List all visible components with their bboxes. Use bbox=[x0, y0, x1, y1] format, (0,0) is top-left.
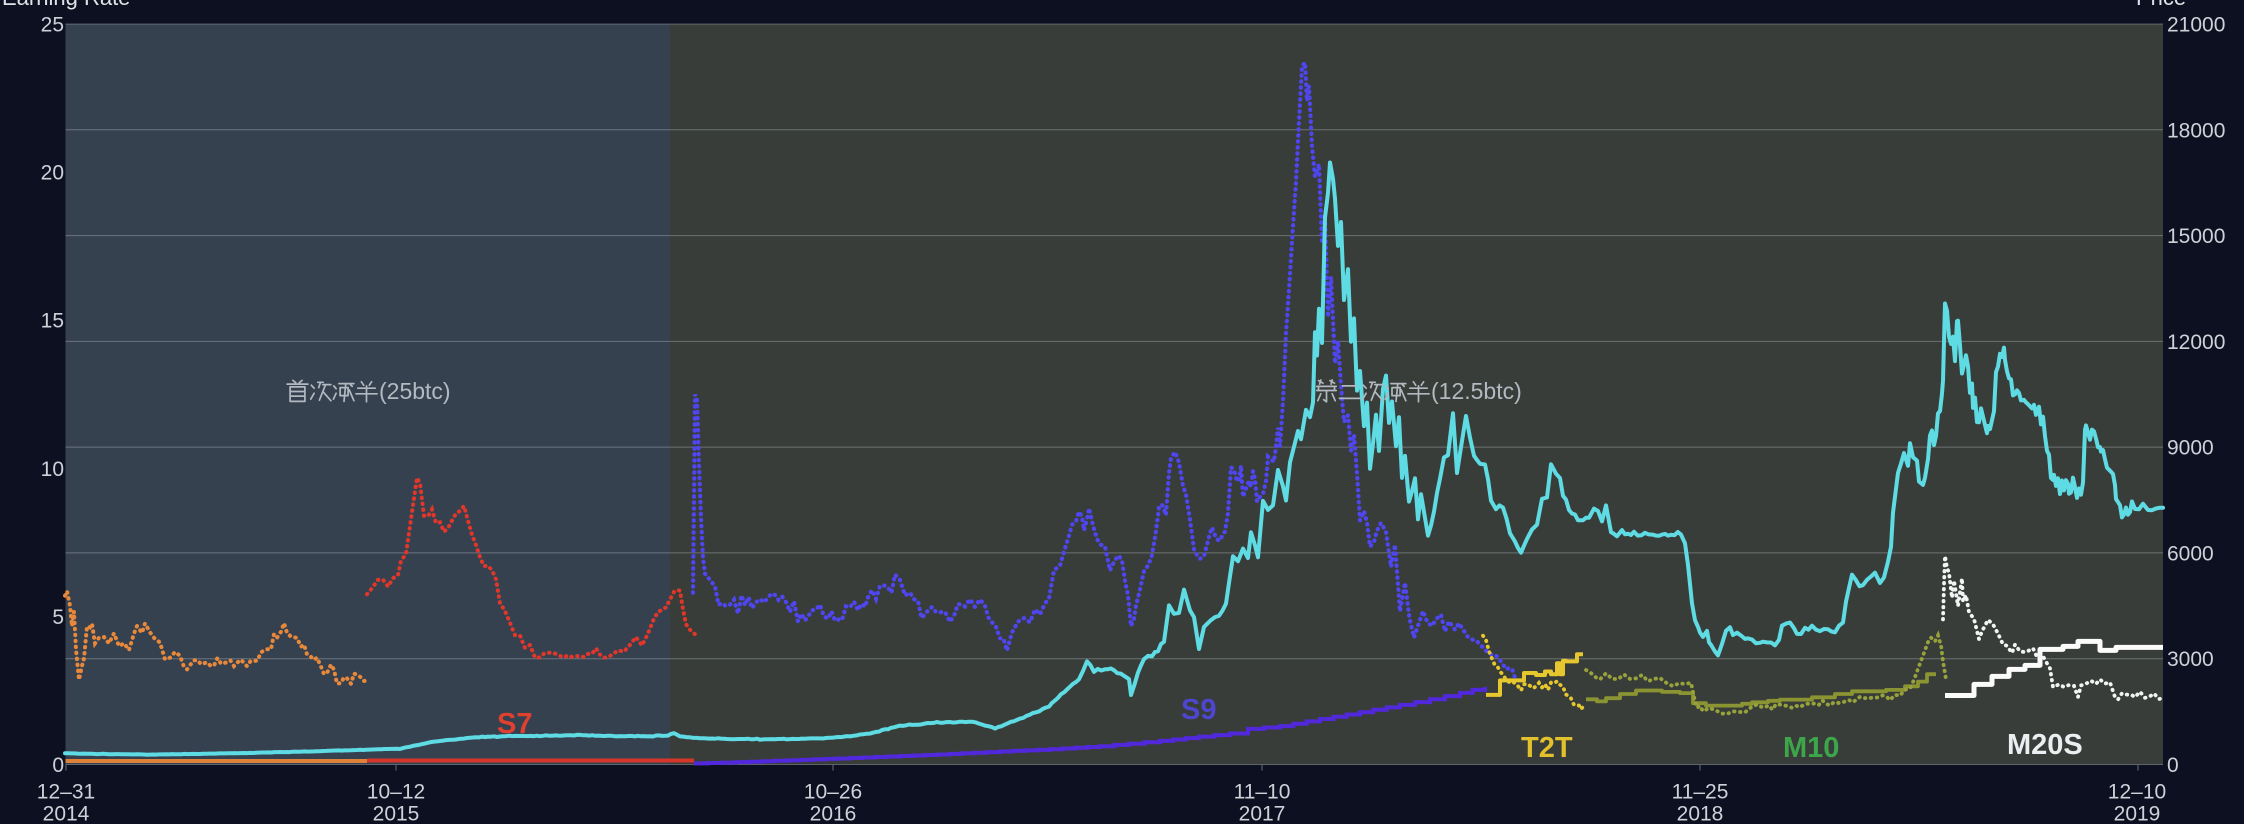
svg-text:Earning Rate: Earning Rate bbox=[2, 0, 130, 10]
svg-text:10–26: 10–26 bbox=[804, 781, 862, 804]
svg-text:(12.5btc): (12.5btc) bbox=[1431, 378, 1522, 404]
svg-text:T2T: T2T bbox=[1521, 732, 1573, 764]
svg-text:5: 5 bbox=[52, 606, 64, 629]
svg-text:12–31: 12–31 bbox=[37, 781, 95, 804]
svg-text:11–10: 11–10 bbox=[1234, 781, 1291, 804]
svg-text:9000: 9000 bbox=[2167, 437, 2214, 460]
svg-text:25: 25 bbox=[41, 14, 64, 37]
svg-text:2018: 2018 bbox=[1677, 803, 1724, 824]
svg-text:0: 0 bbox=[2167, 754, 2179, 777]
svg-text:M20S: M20S bbox=[2007, 729, 2083, 761]
svg-text:S7: S7 bbox=[497, 708, 532, 740]
svg-text:15000: 15000 bbox=[2167, 225, 2225, 248]
svg-text:0: 0 bbox=[52, 754, 64, 777]
svg-text:21000: 21000 bbox=[2167, 14, 2225, 37]
svg-text:2017: 2017 bbox=[1239, 803, 1286, 824]
svg-text:(25btc): (25btc) bbox=[379, 378, 451, 404]
svg-text:12–10: 12–10 bbox=[2108, 781, 2166, 804]
svg-text:2016: 2016 bbox=[810, 803, 857, 824]
svg-text:10–12: 10–12 bbox=[367, 781, 425, 804]
svg-text:2015: 2015 bbox=[373, 803, 420, 824]
svg-text:15: 15 bbox=[41, 310, 64, 333]
svg-text:20: 20 bbox=[41, 162, 64, 185]
svg-text:6000: 6000 bbox=[2167, 542, 2214, 565]
svg-text:11–25: 11–25 bbox=[1672, 781, 1729, 804]
svg-text:18000: 18000 bbox=[2167, 119, 2225, 142]
svg-text:3000: 3000 bbox=[2167, 648, 2214, 671]
svg-text:S9: S9 bbox=[1181, 694, 1216, 726]
svg-text:12000: 12000 bbox=[2167, 331, 2225, 354]
svg-text:10: 10 bbox=[41, 458, 64, 481]
svg-text:Price: Price bbox=[2136, 0, 2186, 10]
svg-text:2014: 2014 bbox=[43, 803, 90, 824]
svg-text:M10: M10 bbox=[1783, 732, 1839, 764]
svg-text:2019: 2019 bbox=[2114, 803, 2161, 824]
